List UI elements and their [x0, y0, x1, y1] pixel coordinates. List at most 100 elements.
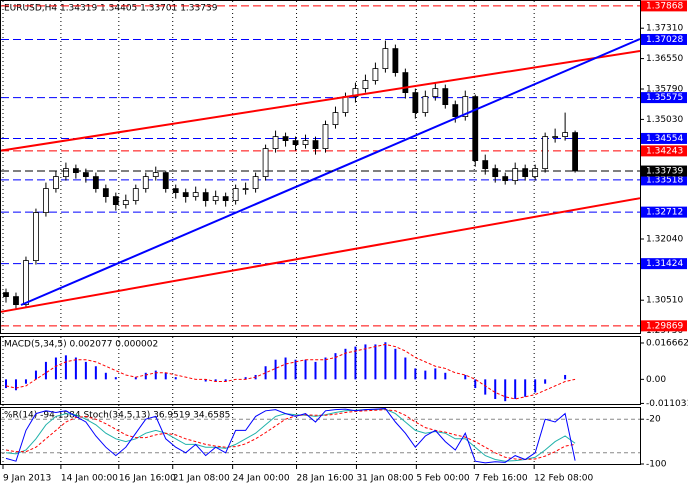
- macd-signal: [5, 343, 576, 400]
- trend-line: [0, 50, 641, 152]
- candle-body: [3, 292, 9, 298]
- candle-body: [272, 136, 279, 150]
- candle-body: [152, 172, 159, 178]
- level-label: 1.32712: [646, 208, 683, 218]
- trend-line: [20, 38, 641, 306]
- level-box: [641, 145, 687, 157]
- candle-body: [102, 188, 109, 198]
- candle-body: [552, 136, 559, 139]
- level-label: 1.34554: [646, 134, 683, 144]
- level-box: [641, 320, 687, 332]
- x-tick-label: 31 Jan 08:00: [356, 474, 413, 484]
- candle-body: [452, 104, 459, 117]
- level-label: 1.31424: [646, 259, 683, 269]
- y-tick-label: 1.30510: [646, 296, 683, 306]
- y-tick-label: 1.35790: [646, 85, 683, 95]
- candle-body: [13, 296, 19, 306]
- candle-body: [162, 172, 169, 190]
- candle-body: [53, 176, 59, 190]
- stoch-main: [5, 408, 576, 462]
- candle-body: [392, 48, 399, 73]
- candle-body: [402, 72, 409, 93]
- level-label: 1.37028: [646, 35, 683, 45]
- candle-body: [142, 176, 149, 190]
- candle-body: [262, 148, 269, 178]
- level-box: [641, 92, 687, 104]
- candle-body: [292, 140, 299, 146]
- x-tick-label: 16 Jan 16:00: [119, 474, 176, 484]
- level-box: [641, 258, 687, 270]
- macd-title: MACD(5,34,5) 0.002077 0.000002: [4, 340, 158, 350]
- candle-body: [352, 88, 359, 97]
- level-label: 1.33518: [646, 175, 683, 185]
- candle-body: [112, 196, 119, 206]
- candle-body: [432, 88, 439, 97]
- y-tick-label: 0.016662: [646, 338, 688, 348]
- candle-body: [212, 196, 219, 202]
- candle-body: [23, 260, 29, 306]
- level-label: 1.29869: [646, 321, 683, 331]
- level-label: 1.35575: [646, 93, 683, 103]
- candle-body: [92, 176, 99, 190]
- level-box: [641, 132, 687, 144]
- candle-body: [372, 68, 379, 81]
- candle-body: [572, 132, 579, 172]
- candle-body: [43, 188, 49, 214]
- stoch-signal: [5, 409, 576, 461]
- x-tick-label: 12 Feb 08:00: [534, 474, 593, 484]
- wpr-title: %R(14) -94.1584 Stoch(34,5,13) 36.9519 3…: [4, 411, 230, 421]
- candle-body: [282, 136, 289, 142]
- x-tick-label: 21 Jan 08:00: [173, 474, 230, 484]
- level-box: [641, 0, 687, 12]
- y-tick-label: 1.36550: [646, 54, 683, 64]
- candle-body: [322, 124, 329, 149]
- candle-body: [232, 188, 239, 202]
- candle-body: [422, 96, 429, 113]
- candle-body: [492, 168, 499, 178]
- chart-title: EURUSD,H4 1.34319 1.34405 1.33701 1.3373…: [4, 4, 218, 14]
- candle-body: [132, 188, 139, 202]
- candle-body: [522, 168, 529, 178]
- candle-body: [512, 168, 519, 182]
- candle-body: [82, 172, 89, 178]
- trend-line: [0, 197, 641, 313]
- candle-body: [122, 200, 129, 206]
- candle-body: [172, 188, 179, 194]
- candle-body: [482, 160, 489, 170]
- candle-body: [502, 176, 509, 182]
- x-tick-label: 9 Jan 2013: [3, 474, 51, 484]
- level-box: [641, 33, 687, 45]
- y-tick-label: 1.32040: [646, 235, 683, 245]
- candle-body: [472, 96, 479, 161]
- y-tick-label: 1.37310: [646, 24, 683, 34]
- candle-body: [33, 212, 39, 262]
- level-label: 1.37868: [646, 1, 683, 11]
- candle-body: [462, 96, 469, 117]
- level-label: 1.34243: [646, 146, 683, 156]
- candle-body: [542, 136, 549, 170]
- wpr-line: [5, 408, 576, 464]
- level-label: 1.33739: [646, 167, 683, 177]
- candle-body: [202, 192, 209, 202]
- y-tick-label: 0.00: [646, 375, 666, 385]
- x-tick-label: 7 Feb 16:00: [474, 474, 528, 484]
- candle-body: [382, 48, 389, 69]
- candle-body: [362, 80, 369, 89]
- candle-body: [442, 88, 449, 105]
- level-box: [641, 165, 687, 177]
- candle-body: [222, 196, 229, 202]
- y-tick-label: -100: [646, 460, 667, 470]
- x-tick-label: 5 Feb 00:00: [416, 474, 470, 484]
- candle-body: [342, 96, 349, 113]
- candle-body: [532, 168, 539, 178]
- x-tick-label: 24 Jan 00:00: [233, 474, 290, 484]
- candle-body: [412, 92, 419, 113]
- x-tick-label: 14 Jan 00:00: [61, 474, 118, 484]
- y-tick-label: 1.35030: [646, 115, 683, 125]
- candle-body: [302, 140, 309, 146]
- candle-body: [242, 188, 249, 191]
- candle-body: [192, 192, 199, 198]
- candle-body: [312, 140, 319, 150]
